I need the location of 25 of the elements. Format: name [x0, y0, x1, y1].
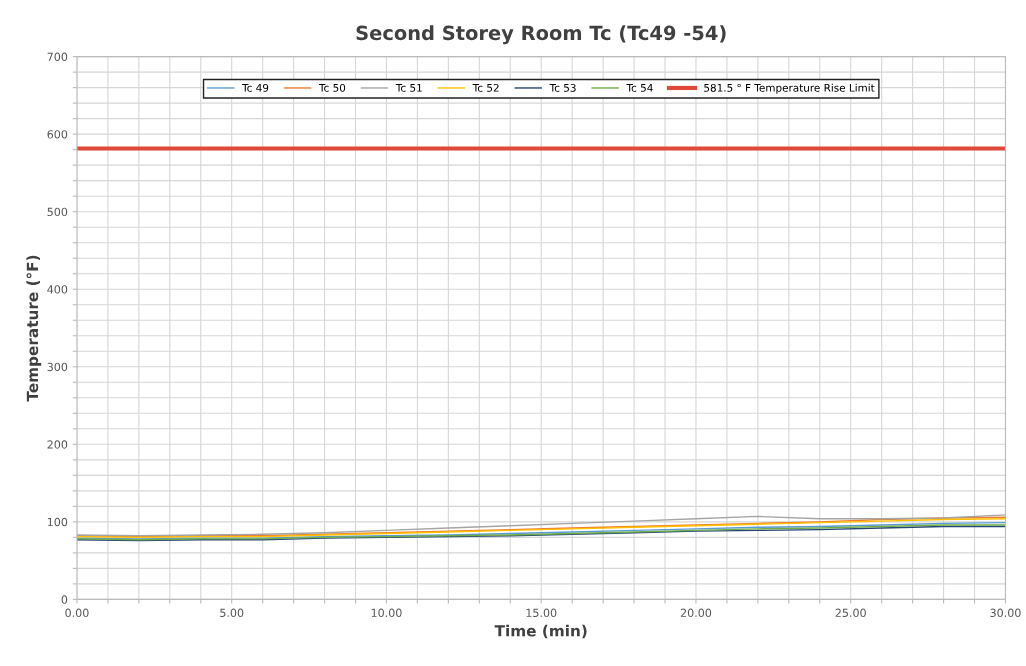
legend-label: 581.5 ° F Temperature Rise Limit [704, 83, 875, 94]
legend-label: Tc 53 [549, 83, 576, 92]
x-tick-label: 0.00 [65, 608, 89, 618]
x-tick-label: 10.00 [371, 608, 402, 618]
y-tick-label: 200 [47, 440, 68, 449]
legend-label: Tc 49 [242, 83, 269, 92]
legend-label: Tc 52 [472, 83, 499, 92]
y-tick-label: 600 [47, 130, 68, 139]
legend-label: Tc 50 [318, 83, 346, 92]
x-tick-label: 30.00 [990, 608, 1021, 618]
legend-label: Tc 51 [395, 84, 422, 92]
y-tick-label: 100 [47, 517, 68, 527]
x-tick-label: 20.00 [680, 608, 712, 618]
x-axis-title: Time (min) [494, 624, 587, 639]
y-tick-label: 700 [47, 52, 68, 61]
y-tick-label: 300 [47, 362, 68, 372]
y-tick-label: 400 [47, 285, 68, 294]
x-tick-label: 15.00 [526, 608, 557, 618]
x-tick-label: 25.00 [835, 608, 866, 618]
x-tick-label: 5.00 [220, 608, 244, 618]
chart-title: Second Storey Room Tc (Tc49 -54) [356, 25, 726, 45]
legend-label: Tc 54 [626, 84, 653, 92]
y-tick-label: 500 [47, 207, 68, 217]
y-axis-title: Temperature (°F) [26, 255, 42, 402]
y-tick-label: 0 [61, 595, 68, 604]
